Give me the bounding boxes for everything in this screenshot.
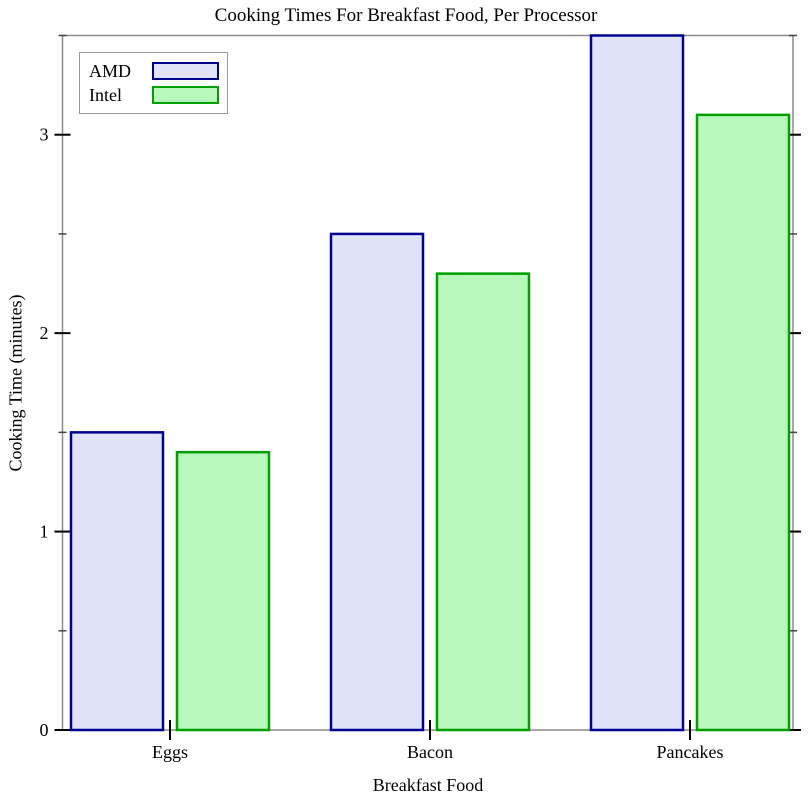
- x-tick-label: Pancakes: [657, 742, 724, 762]
- bar-intel-bacon: [435, 272, 531, 732]
- x-axis-label: Breakfast Food: [372, 775, 484, 795]
- bar-amd-bacon: [329, 232, 425, 732]
- chart-title: Cooking Times For Breakfast Food, Per Pr…: [214, 5, 598, 26]
- y-axis-label: Cooking Time (minutes): [5, 294, 26, 472]
- legend-swatch-amd-icon: [152, 62, 219, 80]
- legend-entry-intel: Intel: [89, 86, 219, 104]
- bar-intel-eggs: [175, 450, 271, 732]
- bar-amd-pancakes: [589, 34, 685, 732]
- x-tick-label: Bacon: [407, 742, 453, 762]
- bar-intel-pancakes: [695, 113, 791, 732]
- legend-entry-amd: AMD: [89, 62, 219, 80]
- legend-label-amd: AMD: [89, 61, 132, 81]
- y-tick-label: 3: [40, 125, 49, 145]
- legend-label-intel: Intel: [89, 85, 122, 105]
- legend: AMD Intel: [79, 52, 228, 114]
- legend-swatch-intel-icon: [152, 86, 219, 104]
- x-tick-label: Eggs: [152, 742, 188, 762]
- y-tick-label: 2: [40, 323, 49, 343]
- bar-amd-eggs: [69, 431, 165, 732]
- plot-frame: [61, 34, 794, 731]
- y-tick-label: 0: [40, 720, 49, 740]
- y-tick-label: 1: [40, 522, 49, 542]
